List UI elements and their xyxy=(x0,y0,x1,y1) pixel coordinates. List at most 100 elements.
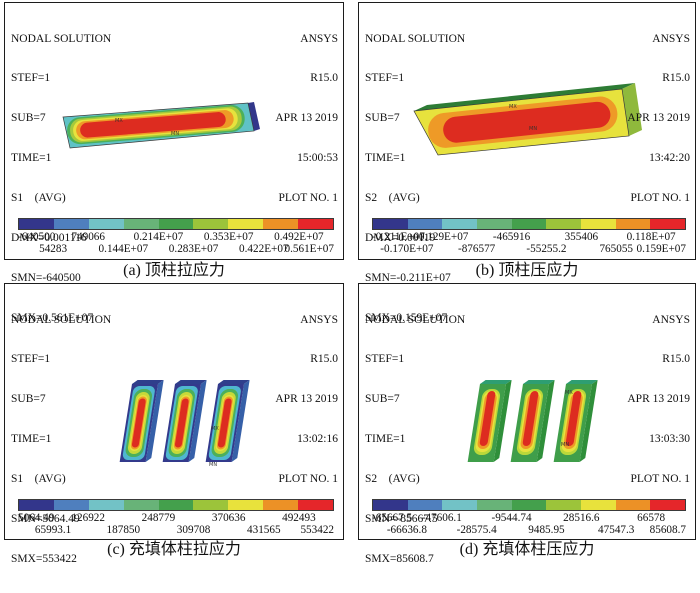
meta-line: APR 13 2019 xyxy=(627,112,690,125)
contour-legend: -640500 749066 0.214E+07 0.353E+07 0.492… xyxy=(18,218,334,256)
info-line: SMN=5064.49 xyxy=(11,513,80,526)
colorbar xyxy=(18,499,334,511)
info-line: SUB=7 xyxy=(11,112,46,125)
info-line: DMX=0.00119 xyxy=(365,232,436,245)
legend-value: 749066 xyxy=(71,231,105,243)
panel-d-backfill-pillar-compressive: NODAL SOLUTION STEF=1 SUB=7 TIME=1 S2 (A… xyxy=(358,283,696,565)
mx-marker: MX xyxy=(509,104,517,110)
meta-line: PLOT NO. 1 xyxy=(630,192,690,205)
panel-caption-b: (b) 顶柱压应力 xyxy=(475,262,579,279)
legend-value: -55255.2 xyxy=(526,243,567,255)
meta-line: 13:02:16 xyxy=(297,433,338,446)
info-line: STEF=1 xyxy=(11,353,51,366)
mn-marker: MN xyxy=(209,462,217,468)
info-line: S2 (AVG) xyxy=(365,192,420,205)
legend-value: 370636 xyxy=(211,512,246,524)
panel-c-backfill-pillar-tensile: NODAL SOLUTION STEF=1 SUB=7 TIME=1 S1 (A… xyxy=(4,283,344,565)
info-line: SMX=0.159E+07 xyxy=(365,311,448,324)
info-line: STEF=1 xyxy=(11,72,51,85)
mx-marker: MX xyxy=(211,426,219,432)
legend-value: 0.353E+07 xyxy=(203,231,254,243)
legend-value: 355406 xyxy=(564,231,599,243)
contour-legend: -65667.5 -47606.1 -9544.74 28516.6 66578… xyxy=(372,499,686,537)
legend-value: 0.422E+07 xyxy=(239,243,289,255)
mn-marker: MN xyxy=(561,442,569,448)
contour-plot-backfill-pillars-s2: MX MN xyxy=(467,380,598,462)
legend-value: 0.561E+07 xyxy=(284,243,334,255)
colorbar xyxy=(18,218,334,230)
legend-value: -65667.5 xyxy=(372,512,413,524)
legend-value: 54283 xyxy=(39,243,68,255)
contour-plot-roof-slab-s2: MX MN xyxy=(413,83,642,156)
colorbar-labels: 5064.49 126922 248779 370636 492493 6599… xyxy=(18,511,334,537)
solution-info-block: NODAL SOLUTION STEF=1 SUB=7 TIME=1 S1 (A… xyxy=(11,287,111,593)
meta-line: 15:00:53 xyxy=(297,152,338,165)
legend-value: 187850 xyxy=(106,524,141,536)
info-line: TIME=1 xyxy=(11,433,52,446)
legend-value: -9544.74 xyxy=(491,512,532,524)
colorbar-labels: -65667.5 -47606.1 -9544.74 28516.6 66578… xyxy=(372,511,686,537)
meta-line: R15.0 xyxy=(662,353,690,366)
info-line: SMX=553422 xyxy=(11,552,77,565)
legend-value: 28516.6 xyxy=(563,512,600,524)
info-line: SUB=7 xyxy=(365,112,400,125)
info-line: S1 (AVG) xyxy=(11,192,66,205)
panel-caption-c: (c) 充填体柱拉应力 xyxy=(107,541,241,558)
meta-line: ANSYS xyxy=(652,32,690,45)
meta-line: R15.0 xyxy=(310,353,338,366)
meta-line: ANSYS xyxy=(300,313,338,326)
info-line: TIME=1 xyxy=(365,433,406,446)
legend-value: 47547.3 xyxy=(598,524,635,536)
panel-caption-a: (a) 顶柱拉应力 xyxy=(123,262,225,279)
info-line: SMN=-0.211E+07 xyxy=(365,271,451,284)
legend-value: 553422 xyxy=(300,524,334,536)
colorbar-labels: -640500 749066 0.214E+07 0.353E+07 0.492… xyxy=(18,230,334,256)
contour-plot-backfill-pillars-s1: MX MN xyxy=(119,380,250,468)
legend-value: -47606.1 xyxy=(421,512,462,524)
info-line: NODAL SOLUTION xyxy=(11,32,112,45)
meta-line: 13:42:20 xyxy=(649,152,690,165)
info-line: S2 (AVG) xyxy=(365,473,420,486)
legend-value: 431565 xyxy=(247,524,281,536)
meta-line: PLOT NO. 1 xyxy=(630,473,690,486)
info-line: SMN=-640500 xyxy=(11,271,81,284)
info-line: NODAL SOLUTION xyxy=(11,313,112,326)
panel-caption-d: (d) 充填体柱压应力 xyxy=(459,541,595,558)
info-line: STEF=1 xyxy=(365,353,405,366)
legend-value: -0.170E+07 xyxy=(380,243,434,255)
legend-value: 9485.95 xyxy=(528,524,565,536)
meta-line: APR 13 2019 xyxy=(275,393,338,406)
meta-line: APR 13 2019 xyxy=(627,393,690,406)
mx-marker: MX xyxy=(565,390,573,396)
info-line: SMN=-85667.5 xyxy=(365,513,438,526)
legend-value: 0.283E+07 xyxy=(168,243,219,255)
legend-value: -0.129E+07 xyxy=(415,231,469,243)
info-line: SUB=7 xyxy=(365,393,400,406)
legend-value: 65993.1 xyxy=(34,524,72,536)
solution-info-block: NODAL SOLUTION STEF=1 SUB=7 TIME=1 S2 (A… xyxy=(365,6,465,352)
colorbar xyxy=(372,499,686,511)
solution-info-block: NODAL SOLUTION STEF=1 SUB=7 TIME=1 S2 (A… xyxy=(365,287,465,593)
contour-legend: -0.211E+07 -0.129E+07 -465916 355406 0.1… xyxy=(372,218,686,256)
legend-value: -66636.8 xyxy=(386,524,427,536)
legend-value: 0.214E+07 xyxy=(133,231,184,243)
info-line: S1 (AVG) xyxy=(11,473,66,486)
legend-value: 0.159E+07 xyxy=(636,243,686,255)
meta-line: R15.0 xyxy=(662,72,690,85)
info-line: DMX=0.001116 xyxy=(11,232,87,245)
mn-marker: MN xyxy=(171,131,179,137)
info-line: TIME=1 xyxy=(11,152,52,165)
panel-a-roof-pillar-tensile: NODAL SOLUTION STEF=1 SUB=7 TIME=1 S1 (A… xyxy=(4,2,344,324)
legend-value: 765055 xyxy=(599,243,633,255)
legend-value: 0.118E+07 xyxy=(626,231,676,243)
meta-line: ANSYS xyxy=(652,313,690,326)
legend-value: -876577 xyxy=(457,243,496,255)
ansys-banner: ANSYS R15.0 APR 13 2019 13:03:30 PLOT NO… xyxy=(627,287,690,513)
meta-line: APR 13 2019 xyxy=(275,112,338,125)
mn-marker: MN xyxy=(529,126,537,132)
mx-marker: MX xyxy=(115,118,123,124)
legend-value: 5064.49 xyxy=(18,512,55,524)
info-line: TIME=1 xyxy=(365,152,406,165)
meta-line: 13:03:30 xyxy=(649,433,690,446)
solution-info-block: NODAL SOLUTION STEF=1 SUB=7 TIME=1 S1 (A… xyxy=(11,6,111,352)
